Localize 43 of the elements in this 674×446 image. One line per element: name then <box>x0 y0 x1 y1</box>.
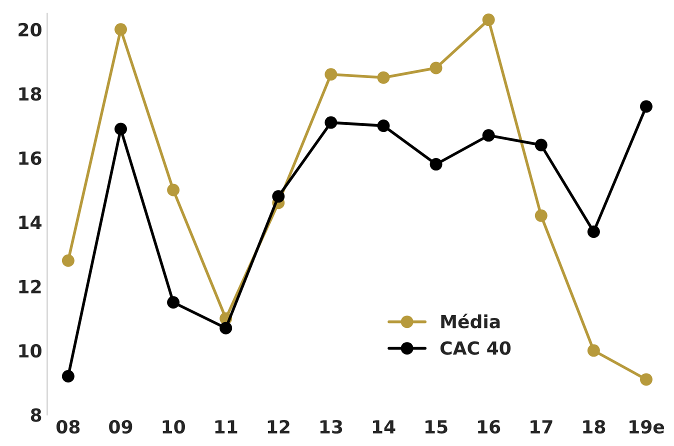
legend-label: Média <box>441 314 500 328</box>
point <box>324 116 338 129</box>
x-tick-label: 16 <box>478 420 500 434</box>
point <box>114 23 127 36</box>
y-tick-label: 16 <box>19 151 42 165</box>
y-tick-label: 8 <box>30 408 42 422</box>
x-tick-label: 12 <box>268 420 290 434</box>
point <box>167 296 180 309</box>
point <box>377 71 390 84</box>
point <box>482 14 495 26</box>
y-tick-label: 20 <box>18 22 42 37</box>
legend-label: CAC 40 <box>440 341 511 355</box>
x-tick-label: 15 <box>426 420 448 434</box>
y-tick-label: 18 <box>19 87 42 101</box>
point <box>377 120 390 132</box>
x-tick-label: 18 <box>583 420 606 434</box>
point <box>482 129 495 142</box>
y-tick-label: 14 <box>19 216 42 229</box>
x-tick-label: 09 <box>109 420 132 434</box>
point <box>534 209 548 222</box>
point <box>114 122 127 136</box>
x-tick-label: 17 <box>530 420 552 434</box>
point <box>220 322 232 334</box>
point <box>62 254 74 267</box>
y-tick-label: 10 <box>19 344 42 358</box>
point <box>587 344 600 357</box>
point <box>640 100 652 113</box>
point <box>167 184 180 196</box>
y-tick-label: 12 <box>19 280 41 294</box>
point <box>640 373 652 386</box>
x-tick-label: 10 <box>162 420 185 434</box>
point <box>62 370 74 382</box>
point <box>587 225 600 238</box>
point <box>324 68 338 81</box>
point <box>430 62 442 74</box>
point <box>534 138 548 152</box>
point <box>430 158 442 171</box>
x-tick-label: 11 <box>215 420 238 434</box>
point <box>272 190 285 203</box>
x-tick-label: 08 <box>56 420 80 434</box>
x-tick-label: 14 <box>372 420 396 434</box>
x-tick-label: 19e <box>630 420 664 434</box>
x-tick-label: 13 <box>320 420 342 434</box>
